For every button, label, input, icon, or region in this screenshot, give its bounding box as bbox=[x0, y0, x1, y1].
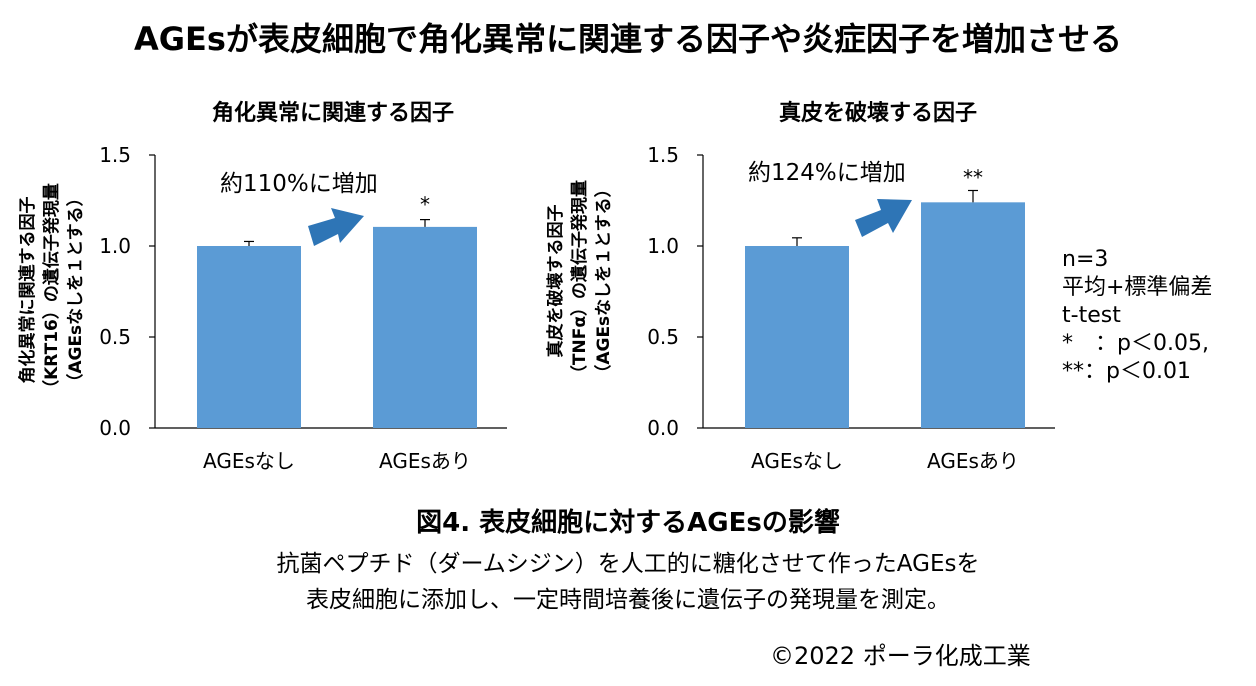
chart-2-title: 真皮を破壊する因子 bbox=[779, 100, 977, 126]
chart-1-ytick-label: 1.5 bbox=[99, 143, 131, 167]
chart-1-category-label-1: AGEsなし bbox=[203, 449, 295, 473]
chart-1-bar-2 bbox=[373, 226, 477, 428]
figure-caption: 図4. 表皮細胞に対するAGEsの影響 bbox=[416, 508, 840, 538]
chart-2-category-label-1: AGEsなし bbox=[751, 449, 843, 473]
statistics-note: n=3 平均+標準偏差 t-test * ：p＜0.05, **：p＜0.01 bbox=[1062, 247, 1213, 384]
chart-2-ytick-label: 0.0 bbox=[647, 416, 679, 440]
chart-1-increase-arrow bbox=[308, 208, 364, 246]
chart-1-ytick-label: 0.5 bbox=[99, 325, 131, 349]
chart-1-annotation: 約110%に増加 bbox=[220, 171, 378, 197]
description-line-1: 抗菌ペプチド（ダームシジン）を人工的に糖化させて作ったAGEsを bbox=[276, 551, 980, 577]
chart-1-significance-2: * bbox=[420, 193, 430, 217]
chart-2-ytick-label: 1.5 bbox=[647, 143, 679, 167]
description-line-2: 表皮細胞に添加し、一定時間培養後に遺伝子の発現量を測定。 bbox=[306, 587, 950, 613]
chart-2-annotation: 約124%に増加 bbox=[748, 160, 906, 186]
chart-1-ylabel-line-3: （AGEsなしを１とする） bbox=[65, 189, 86, 390]
chart-1-ylabel-line-2: （KRT16）の遺伝子発現量 bbox=[41, 183, 62, 397]
chart-1-category-label-2: AGEsあり bbox=[379, 449, 471, 473]
chart-2-category-label-2: AGEsあり bbox=[927, 449, 1019, 473]
page-title: AGEsが表皮細胞で角化異常に関連する因子や炎症因子を増加させる bbox=[134, 20, 1122, 58]
chart-2-ytick-label: 0.5 bbox=[647, 325, 679, 349]
chart-2-bar-2 bbox=[921, 202, 1025, 428]
chart-2-increase-arrow bbox=[855, 199, 912, 237]
chart-2-ylabel-line-1: 真皮を破壊する因子 bbox=[545, 205, 566, 358]
chart-1-title: 角化異常に関連する因子 bbox=[212, 100, 454, 126]
chart-1-ytick-label: 1.0 bbox=[99, 234, 131, 258]
chart-1-bar-1 bbox=[197, 246, 301, 428]
chart-2-significance-2: ** bbox=[963, 165, 983, 189]
chart-2-ylabel-line-2: （TNFα）の遺伝子発現量 bbox=[569, 180, 590, 382]
chart-2-ytick-label: 1.0 bbox=[647, 234, 679, 258]
chart-2-ylabel-line-3: （AGEsなしを１とする） bbox=[593, 180, 614, 381]
chart-1-ylabel-line-1: 角化異常に関連する因子 bbox=[17, 197, 38, 384]
copyright: ©2022 ポーラ化成工業 bbox=[770, 642, 1031, 670]
chart-2-bar-1 bbox=[745, 246, 849, 428]
chart-1-ytick-label: 0.0 bbox=[99, 416, 131, 440]
